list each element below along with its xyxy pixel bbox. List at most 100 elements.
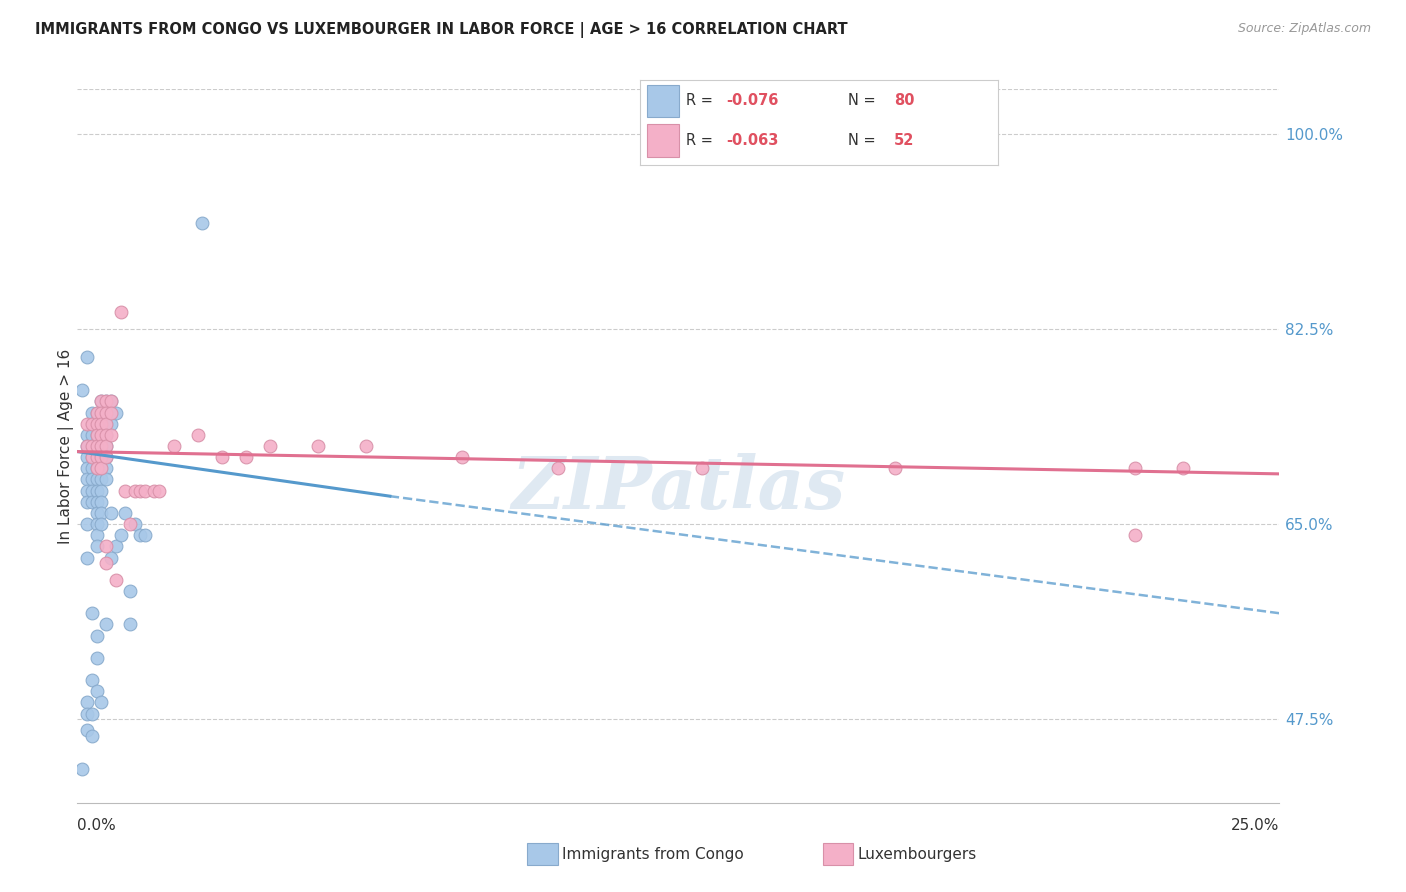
Point — [76, 494, 98, 508]
Point — [90, 405, 112, 420]
Point — [96, 428, 118, 442]
Point — [90, 696, 112, 710]
Point — [96, 417, 118, 431]
Text: Source: ZipAtlas.com: Source: ZipAtlas.com — [1237, 22, 1371, 36]
Point — [86, 405, 108, 420]
Point — [80, 450, 103, 465]
Point — [90, 461, 112, 475]
Point — [76, 723, 98, 738]
Point — [90, 417, 112, 431]
Point — [143, 483, 166, 498]
Point — [80, 461, 103, 475]
Text: 80: 80 — [894, 93, 915, 108]
Point — [1123, 528, 1146, 542]
Point — [76, 439, 98, 453]
Point — [120, 617, 142, 632]
Point — [86, 651, 108, 665]
Point — [76, 461, 98, 475]
Point — [76, 417, 98, 431]
Point — [76, 550, 98, 565]
Point — [96, 539, 118, 553]
Point — [114, 506, 136, 520]
Point — [96, 556, 118, 570]
Point — [96, 450, 118, 465]
Point — [96, 405, 118, 420]
Point — [86, 428, 108, 442]
Point — [76, 473, 98, 487]
Point — [148, 483, 170, 498]
Text: N =: N = — [848, 133, 876, 148]
Point — [96, 417, 118, 431]
Point — [90, 494, 112, 508]
Point — [235, 450, 257, 465]
FancyBboxPatch shape — [647, 85, 679, 117]
Point — [1173, 461, 1195, 475]
Point — [90, 473, 112, 487]
Point — [134, 528, 156, 542]
Point — [90, 450, 112, 465]
Point — [90, 506, 112, 520]
Text: R =: R = — [686, 93, 713, 108]
Point — [90, 439, 112, 453]
Point — [80, 405, 103, 420]
Point — [70, 384, 93, 398]
Text: 25.0%: 25.0% — [1232, 818, 1279, 832]
Point — [76, 696, 98, 710]
Text: 52: 52 — [894, 133, 915, 148]
Text: 0.0%: 0.0% — [77, 818, 117, 832]
Point — [80, 439, 103, 453]
Point — [100, 417, 122, 431]
Point — [86, 517, 108, 532]
Point — [96, 450, 118, 465]
Point — [307, 439, 329, 453]
Point — [80, 473, 103, 487]
Point — [86, 428, 108, 442]
Point — [86, 439, 108, 453]
Point — [90, 405, 112, 420]
Point — [187, 428, 209, 442]
Point — [110, 528, 132, 542]
Point — [86, 494, 108, 508]
Point — [76, 428, 98, 442]
Point — [114, 483, 136, 498]
Text: Immigrants from Congo: Immigrants from Congo — [562, 847, 744, 862]
Point — [96, 394, 118, 409]
Point — [1123, 461, 1146, 475]
Point — [86, 450, 108, 465]
Point — [259, 439, 281, 453]
Y-axis label: In Labor Force | Age > 16: In Labor Force | Age > 16 — [58, 349, 75, 543]
Point — [120, 584, 142, 599]
Point — [90, 417, 112, 431]
Point — [124, 483, 146, 498]
Point — [76, 517, 98, 532]
Text: Luxembourgers: Luxembourgers — [858, 847, 977, 862]
Point — [76, 706, 98, 721]
Point — [86, 450, 108, 465]
Point — [80, 428, 103, 442]
Point — [110, 305, 132, 319]
Point — [104, 573, 127, 587]
Point — [86, 417, 108, 431]
Point — [128, 528, 150, 542]
Point — [86, 506, 108, 520]
Point — [86, 417, 108, 431]
Point — [80, 417, 103, 431]
Text: R =: R = — [686, 133, 713, 148]
Point — [80, 483, 103, 498]
Point — [100, 550, 122, 565]
Point — [100, 506, 122, 520]
Point — [162, 439, 184, 453]
Point — [100, 394, 122, 409]
Point — [96, 428, 118, 442]
Text: IMMIGRANTS FROM CONGO VS LUXEMBOURGER IN LABOR FORCE | AGE > 16 CORRELATION CHAR: IMMIGRANTS FROM CONGO VS LUXEMBOURGER IN… — [35, 22, 848, 38]
Point — [86, 461, 108, 475]
Point — [80, 439, 103, 453]
Point — [100, 405, 122, 420]
Point — [96, 439, 118, 453]
Point — [90, 450, 112, 465]
Point — [104, 405, 127, 420]
Point — [80, 450, 103, 465]
FancyBboxPatch shape — [647, 124, 679, 157]
Point — [96, 405, 118, 420]
Point — [80, 607, 103, 621]
